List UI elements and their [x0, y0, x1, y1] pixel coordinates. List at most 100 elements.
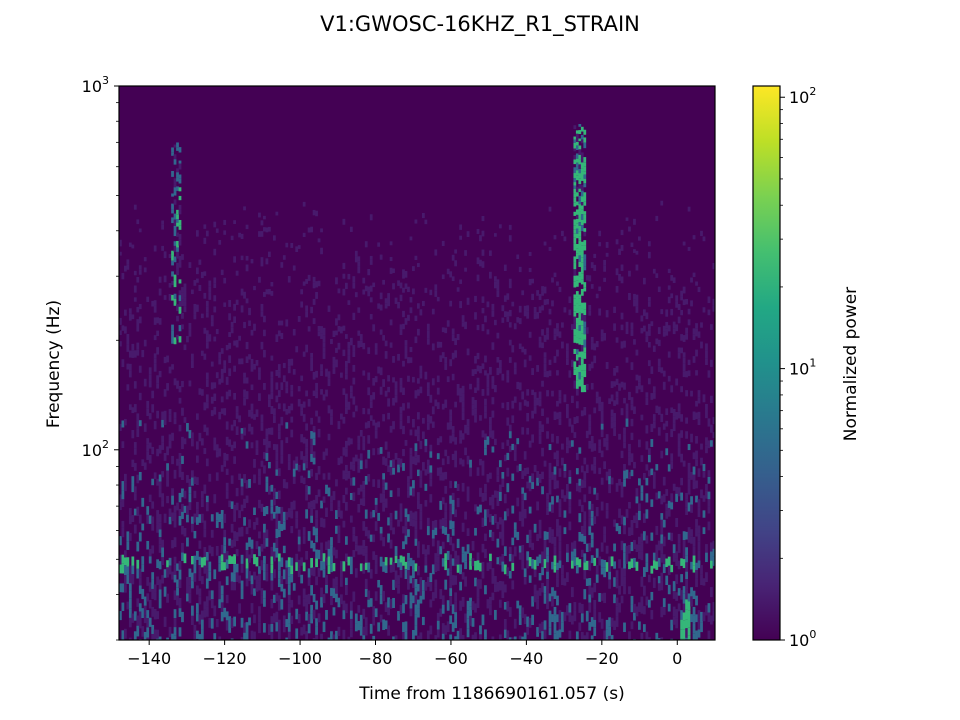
heatmap-cell [367, 387, 371, 396]
heatmap-cell [151, 624, 155, 634]
heatmap-cell [133, 350, 137, 358]
heatmap-cell [588, 594, 592, 603]
heatmap-cell [188, 593, 192, 604]
heatmap-cell [561, 611, 564, 623]
heatmap-cell [148, 454, 152, 464]
heatmap-cell [315, 535, 318, 543]
heatmap-cell [136, 342, 140, 350]
heatmap-cell [203, 601, 207, 610]
heatmap-cell [369, 285, 373, 292]
heatmap-cell [178, 579, 182, 589]
heatmap-cell [181, 380, 184, 388]
heatmap-cell [690, 529, 693, 537]
heatmap-cell [580, 364, 584, 371]
heatmap-cell [389, 539, 393, 549]
heatmap-cell [200, 610, 204, 620]
heatmap-cell [605, 241, 609, 248]
heatmap-cell [553, 565, 557, 573]
heatmap-cell [682, 603, 686, 613]
heatmap-cell [697, 533, 701, 542]
heatmap-cell [178, 453, 182, 462]
heatmap-cell [573, 193, 577, 198]
heatmap-cell [546, 562, 549, 572]
heatmap-cell [240, 428, 244, 434]
heatmap-cell [119, 536, 122, 546]
heatmap-cell [451, 506, 455, 515]
heatmap-cell [578, 168, 582, 174]
heatmap-cell [531, 482, 535, 489]
heatmap-cell [506, 630, 510, 640]
heatmap-cell [583, 287, 587, 292]
heatmap-cell [335, 347, 338, 353]
heatmap-cell [580, 351, 584, 359]
heatmap-cell [697, 411, 701, 419]
heatmap-cell [292, 500, 296, 510]
heatmap-cell [580, 214, 584, 220]
heatmap-cell [203, 424, 207, 432]
heatmap-cell [263, 555, 266, 564]
heatmap-cell [377, 448, 381, 455]
heatmap-cell [677, 560, 681, 570]
heatmap-cell [598, 308, 602, 316]
heatmap-cell [439, 355, 443, 363]
heatmap-cell [588, 426, 592, 435]
heatmap-cell [414, 625, 418, 636]
heatmap-cell [402, 463, 405, 471]
heatmap-cell [208, 292, 212, 300]
heatmap-cell [359, 563, 363, 572]
heatmap-cell [580, 358, 584, 365]
heatmap-cell [498, 367, 502, 374]
heatmap-cell [166, 495, 169, 504]
heatmap-cell [208, 473, 212, 482]
heatmap-cell [387, 625, 390, 636]
heatmap-cell [121, 630, 125, 640]
heatmap-cell [233, 456, 237, 464]
heatmap-cell [610, 416, 614, 423]
heatmap-cell [690, 561, 693, 570]
heatmap-cell [414, 451, 418, 458]
heatmap-cell [625, 328, 629, 335]
heatmap-cell [675, 618, 679, 629]
heatmap-cell [600, 593, 604, 601]
heatmap-cell [260, 544, 264, 552]
heatmap-cell [290, 525, 294, 534]
heatmap-cell [389, 599, 393, 609]
heatmap-cell [158, 579, 162, 590]
heatmap-cell [193, 280, 197, 286]
heatmap-cell [173, 213, 177, 220]
heatmap-cell [700, 565, 703, 575]
heatmap-cell [687, 610, 691, 619]
heatmap-cell [315, 518, 318, 529]
heatmap-cell [583, 162, 587, 167]
heatmap-cell [342, 388, 346, 395]
heatmap-cell [357, 340, 361, 348]
heatmap-cell [660, 543, 664, 554]
heatmap-cell [645, 441, 649, 450]
heatmap-cell [662, 370, 666, 377]
heatmap-cell [277, 629, 281, 640]
heatmap-cell [307, 486, 311, 495]
heatmap-cell [394, 381, 398, 389]
heatmap-cell [449, 271, 453, 278]
heatmap-cell [362, 608, 366, 619]
heatmap-cell [138, 568, 142, 578]
heatmap-cell [538, 399, 542, 407]
heatmap-cell [158, 598, 162, 609]
heatmap-cell [317, 613, 321, 623]
heatmap-cell [322, 335, 326, 343]
heatmap-cell [148, 442, 152, 449]
heatmap-cell [394, 297, 398, 304]
heatmap-cell [630, 432, 634, 441]
heatmap-cell [344, 399, 348, 408]
heatmap-cell [369, 415, 373, 421]
heatmap-cell [660, 367, 664, 374]
heatmap-cell [633, 218, 636, 225]
heatmap-cell [625, 321, 629, 329]
heatmap-cell [327, 378, 331, 387]
heatmap-cell [700, 574, 703, 586]
heatmap-cell [705, 605, 708, 616]
heatmap-cell [143, 257, 147, 262]
heatmap-cell [277, 468, 281, 477]
heatmap-cell [200, 350, 204, 356]
heatmap-cell [230, 235, 234, 241]
